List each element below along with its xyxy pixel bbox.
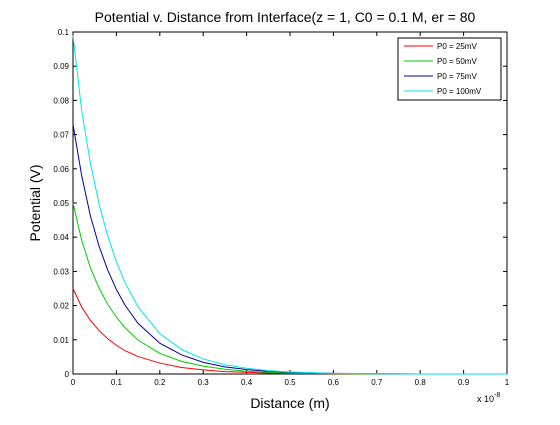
x-tick-label: 1 — [505, 378, 510, 387]
legend-box — [397, 37, 502, 101]
x-axis-label: Distance (m) — [250, 395, 329, 411]
legend: P0 = 25mV P0 = 50mV P0 = 75mV P0 = 100mV — [397, 37, 502, 101]
x-tick-label: 0.3 — [198, 378, 210, 387]
x-tick-label: 0.5 — [284, 378, 296, 387]
x-tick-label: 0.4 — [241, 378, 253, 387]
y-tick-label: 0.03 — [53, 267, 69, 276]
x-tick-label: 0.9 — [458, 378, 470, 387]
y-tick-label: 0.07 — [53, 131, 69, 140]
legend-label-3: P0 = 75mV — [437, 72, 477, 81]
legend-label-2: P0 = 50mV — [437, 57, 477, 66]
y-tick-label: 0 — [65, 370, 70, 379]
chart-title: Potential v. Distance from Interface(z =… — [95, 9, 476, 25]
x-tick-label: 0.2 — [154, 378, 166, 387]
y-tick-label: 0.04 — [53, 233, 69, 242]
y-axis-label: Potential (V) — [27, 164, 43, 241]
y-tick-label: 0.01 — [53, 336, 69, 345]
x-axis-multiplier-base: x 10 — [477, 394, 494, 404]
x-tick-label: 0.1 — [111, 378, 123, 387]
x-tick-label: 0 — [71, 378, 76, 387]
x-tick-label: 0.7 — [371, 378, 383, 387]
series-lines — [72, 35, 507, 375]
x-tick-label: 0.6 — [328, 378, 340, 387]
series-line-4 — [72, 35, 507, 375]
legend-label-1: P0 = 25mV — [437, 42, 477, 51]
y-tick-label: 0.08 — [53, 96, 69, 105]
x-tick-label: 0.8 — [415, 378, 427, 387]
x-axis-multiplier: x 10-8 — [477, 392, 500, 404]
y-tick-label: 0.06 — [53, 165, 69, 174]
x-axis-multiplier-exponent: -8 — [494, 392, 500, 399]
y-tick-label: 0.09 — [53, 62, 69, 71]
legend-label-4: P0 = 100mV — [437, 87, 482, 96]
y-tick-label: 0.05 — [53, 199, 69, 208]
axis-ticks: 0 0.1 0.2 0.3 0.4 0.5 0.6 0.7 0.8 0.9 1 0 0.01 0.02 0.… — [53, 28, 509, 387]
y-tick-label: 0.1 — [58, 28, 70, 37]
y-tick-label: 0.02 — [53, 302, 69, 311]
